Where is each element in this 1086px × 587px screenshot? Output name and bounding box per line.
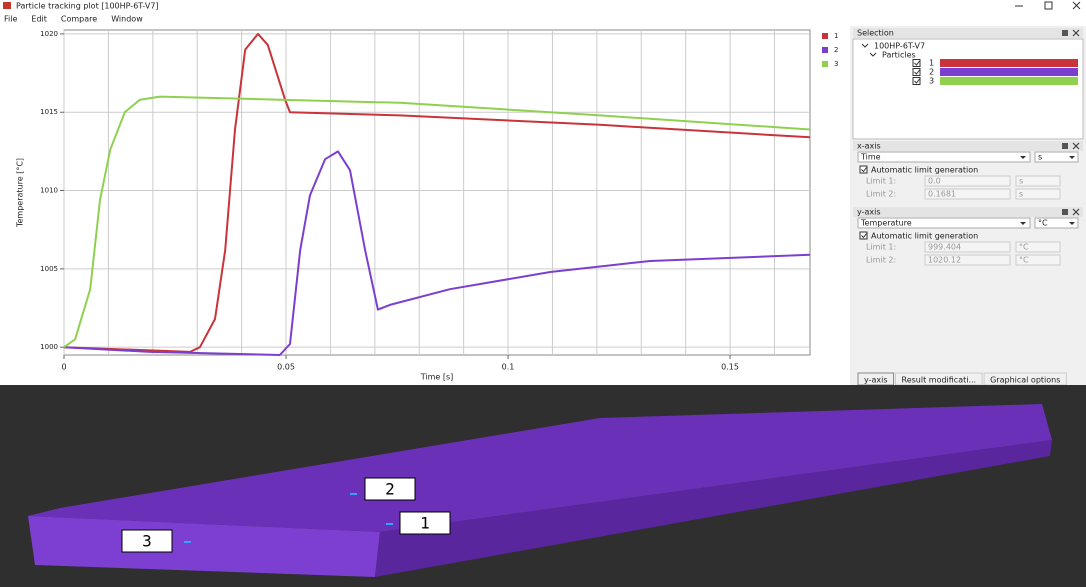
window-title: Particle tracking plot [100HP-6T-V7] (16, 2, 159, 11)
limit-unit: s (1019, 177, 1023, 186)
3d-view: 2 1 3 (0, 385, 1086, 587)
y-tick-label: 1020 (40, 30, 58, 38)
menu-item[interactable]: Edit (31, 15, 47, 24)
app-window: Particle tracking plot [100HP-6T-V7] Fil… (0, 0, 1086, 587)
particle-color (940, 77, 1078, 85)
app-icon (3, 2, 11, 9)
tree-root: 100HP-6T-V7 (874, 42, 925, 51)
tab[interactable]: y-axis (864, 376, 888, 385)
y-axis-label: Temperature [°C] (16, 158, 25, 228)
legend-label: 3 (834, 60, 838, 68)
plot-area (64, 30, 810, 355)
limit-value: 999.404 (928, 243, 961, 252)
limit-label: Limit 2: (866, 190, 896, 199)
panel-header (853, 141, 1083, 151)
quantity-value: Temperature (860, 219, 912, 228)
particle-label: 2 (385, 480, 395, 499)
limit-value: 0.1681 (928, 190, 956, 199)
y-tick-label: 1005 (40, 265, 58, 273)
legend-swatch (822, 61, 828, 67)
x-tick-label: 0.05 (277, 363, 295, 372)
menu-item[interactable]: File (4, 15, 17, 24)
limit-label: Limit 1: (866, 243, 896, 252)
float-button[interactable] (1062, 30, 1068, 36)
legend-label: 1 (834, 32, 838, 40)
limit-label: Limit 2: (866, 256, 896, 265)
y-tick-label: 1010 (40, 187, 58, 195)
panel-title: x-axis (857, 142, 881, 151)
limit-label: Limit 1: (866, 177, 896, 186)
y-tick-label: 1015 (40, 108, 58, 116)
unit-value: °C (1038, 219, 1048, 228)
checkbox-label: Automatic limit generation (871, 166, 978, 175)
x-tick-label: 0.15 (721, 363, 739, 372)
x-tick-label: 0.1 (502, 363, 515, 372)
tab[interactable]: Result modificati... (902, 376, 977, 385)
quantity-value: Time (860, 153, 881, 162)
x-axis-label: Time [s] (420, 373, 454, 382)
legend-swatch (822, 47, 828, 53)
limit-unit: °C (1019, 256, 1029, 265)
panel-header (853, 207, 1083, 217)
particle-label: 3 (142, 532, 152, 551)
panel-title: y-axis (857, 208, 881, 217)
x-tick-label: 0 (61, 363, 66, 372)
tree-group: Particles (882, 51, 916, 60)
menu-item[interactable]: Compare (61, 15, 97, 24)
legend-swatch (822, 33, 828, 39)
checkbox-label: Automatic limit generation (871, 232, 978, 241)
unit-value: s (1038, 153, 1042, 162)
limit-unit: °C (1019, 243, 1029, 252)
particle-color (940, 68, 1078, 76)
particle-name: 3 (929, 77, 934, 86)
float-button[interactable] (1062, 143, 1068, 149)
panel-title: Selection (857, 29, 894, 38)
menu-item[interactable]: Window (111, 15, 143, 24)
limit-value: 1020.12 (928, 256, 961, 265)
tab[interactable]: Graphical options (990, 376, 1060, 385)
particle-label: 1 (420, 514, 430, 533)
chart: 0 0.05 0.1 0.15 1000 1005 1010 1015 1020 Time [s]… (16, 30, 839, 382)
y-tick-label: 1000 (40, 343, 58, 351)
limit-value: 0.0 (928, 177, 941, 186)
particle-name: 2 (929, 68, 934, 77)
quantity-dropdown[interactable] (858, 152, 1030, 162)
legend-label: 2 (834, 46, 838, 54)
particle-color (940, 59, 1078, 67)
particle-name: 1 (929, 59, 934, 68)
limit-unit: s (1019, 190, 1023, 199)
float-button[interactable] (1062, 209, 1068, 215)
